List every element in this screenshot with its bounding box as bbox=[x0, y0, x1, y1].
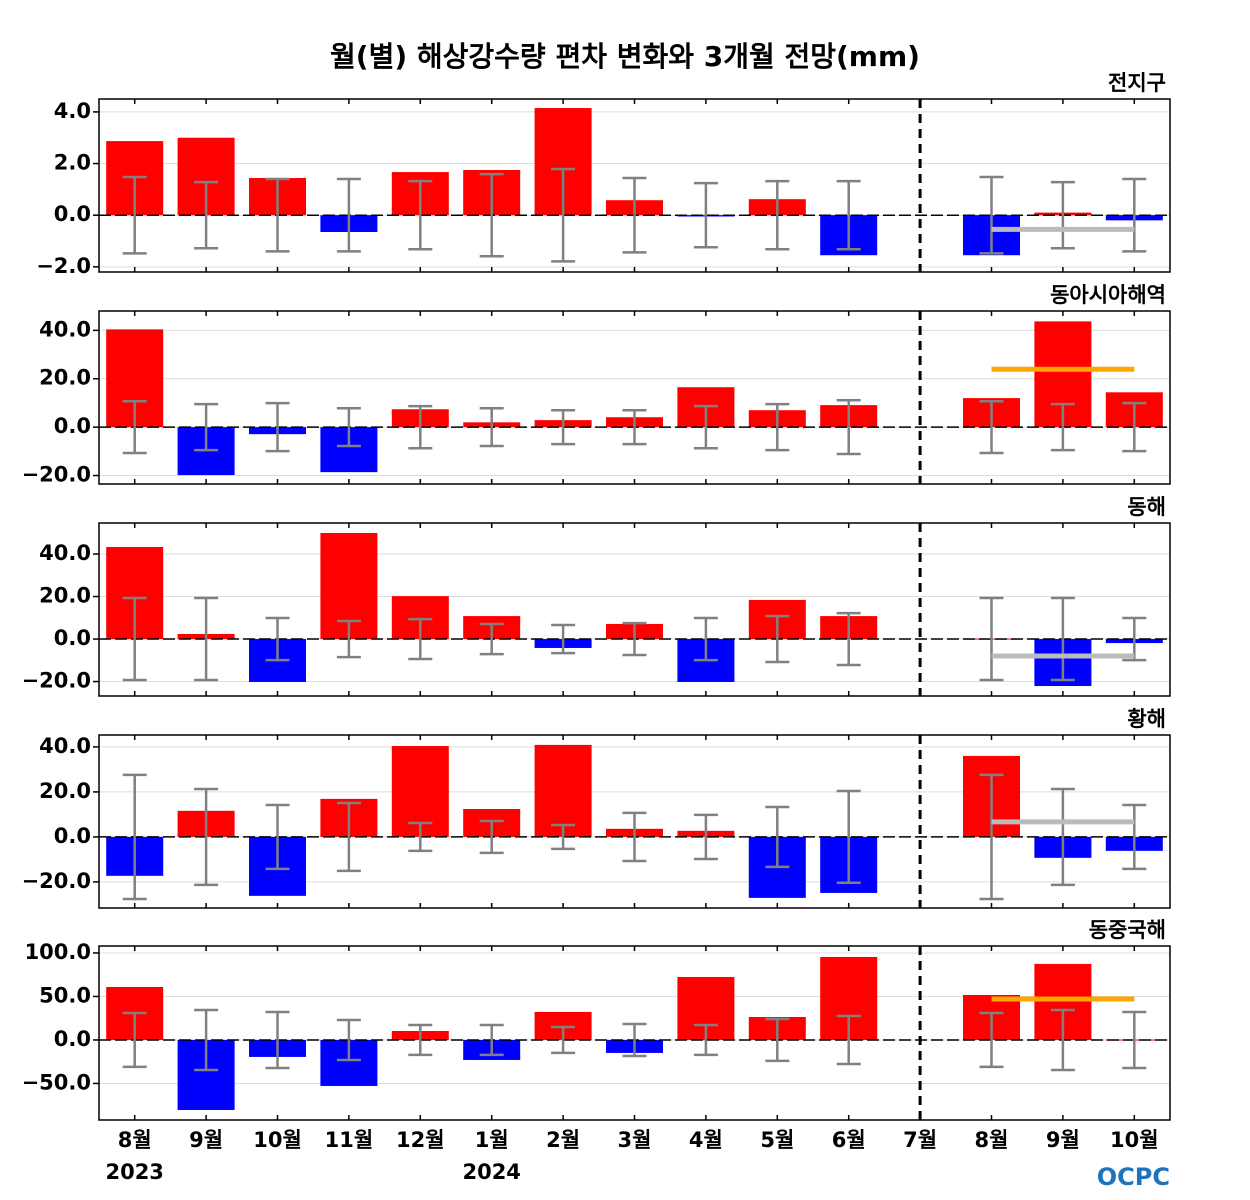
y-tick-label: 20.0 bbox=[39, 366, 91, 390]
x-tick-label: 9월 bbox=[1046, 1128, 1080, 1152]
y-tick-label: 40.0 bbox=[39, 317, 91, 341]
y-tick-label: 4.0 bbox=[54, 99, 91, 123]
y-tick-label: 100.0 bbox=[25, 940, 91, 964]
panel-subtitle: 동아시아해역 bbox=[1050, 283, 1166, 307]
year-label: 2024 bbox=[462, 1160, 520, 1184]
x-tick-label: 10월 bbox=[1110, 1128, 1159, 1152]
y-tick-label: 50.0 bbox=[39, 983, 91, 1007]
y-tick-label: 0.0 bbox=[54, 824, 91, 848]
x-tick-label: 8월 bbox=[975, 1128, 1009, 1152]
plot-frame bbox=[98, 310, 1171, 485]
x-tick-label: 6월 bbox=[832, 1128, 866, 1152]
logo: OCPC bbox=[1097, 1163, 1170, 1191]
x-tick-label: 8월 bbox=[118, 1128, 152, 1152]
y-tick-label: 0.0 bbox=[54, 414, 91, 438]
y-tick-label: 20.0 bbox=[39, 584, 91, 608]
plot-frame bbox=[98, 522, 1171, 697]
panel-subtitle: 황해 bbox=[1127, 707, 1166, 731]
x-tick-label: 11월 bbox=[325, 1128, 374, 1152]
bar bbox=[534, 744, 592, 837]
plot-frame bbox=[98, 945, 1171, 1121]
year-label: 2023 bbox=[105, 1160, 163, 1184]
y-tick-label: −20.0 bbox=[22, 869, 91, 893]
y-tick-label: 0.0 bbox=[54, 1027, 91, 1051]
x-tick-label: 5월 bbox=[760, 1128, 794, 1152]
x-tick-label: 7월 bbox=[903, 1128, 937, 1152]
x-tick-label: 3월 bbox=[618, 1128, 652, 1152]
y-tick-label: −20.0 bbox=[22, 463, 91, 487]
x-tick-label: 2월 bbox=[546, 1128, 580, 1152]
chart-title: 월(별) 해상강수량 편차 변화와 3개월 전망(mm) bbox=[330, 40, 920, 73]
plot-frame bbox=[98, 98, 1171, 273]
y-tick-label: 2.0 bbox=[54, 151, 91, 175]
x-tick-label: 10월 bbox=[253, 1128, 302, 1152]
x-tick-label: 9월 bbox=[189, 1128, 223, 1152]
y-tick-label: 40.0 bbox=[39, 541, 91, 565]
x-tick-label: 12월 bbox=[396, 1128, 445, 1152]
y-tick-label: 20.0 bbox=[39, 779, 91, 803]
y-tick-label: −2.0 bbox=[36, 254, 91, 278]
panel-subtitle: 동중국해 bbox=[1089, 918, 1166, 942]
y-tick-label: −50.0 bbox=[22, 1070, 91, 1094]
y-tick-label: −20.0 bbox=[22, 669, 91, 693]
panel-subtitle: 동해 bbox=[1127, 495, 1166, 519]
x-tick-label: 1월 bbox=[475, 1128, 509, 1152]
panel-subtitle: 전지구 bbox=[1108, 71, 1166, 95]
y-tick-label: 0.0 bbox=[54, 202, 91, 226]
x-tick-label: 4월 bbox=[689, 1128, 723, 1152]
plot-frame bbox=[98, 734, 1171, 909]
y-tick-label: 0.0 bbox=[54, 626, 91, 650]
y-tick-label: 40.0 bbox=[39, 734, 91, 758]
